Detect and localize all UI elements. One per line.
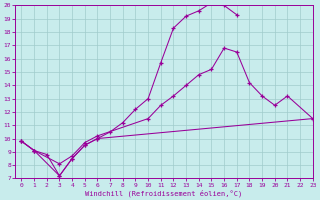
- X-axis label: Windchill (Refroidissement éolien,°C): Windchill (Refroidissement éolien,°C): [85, 189, 243, 197]
